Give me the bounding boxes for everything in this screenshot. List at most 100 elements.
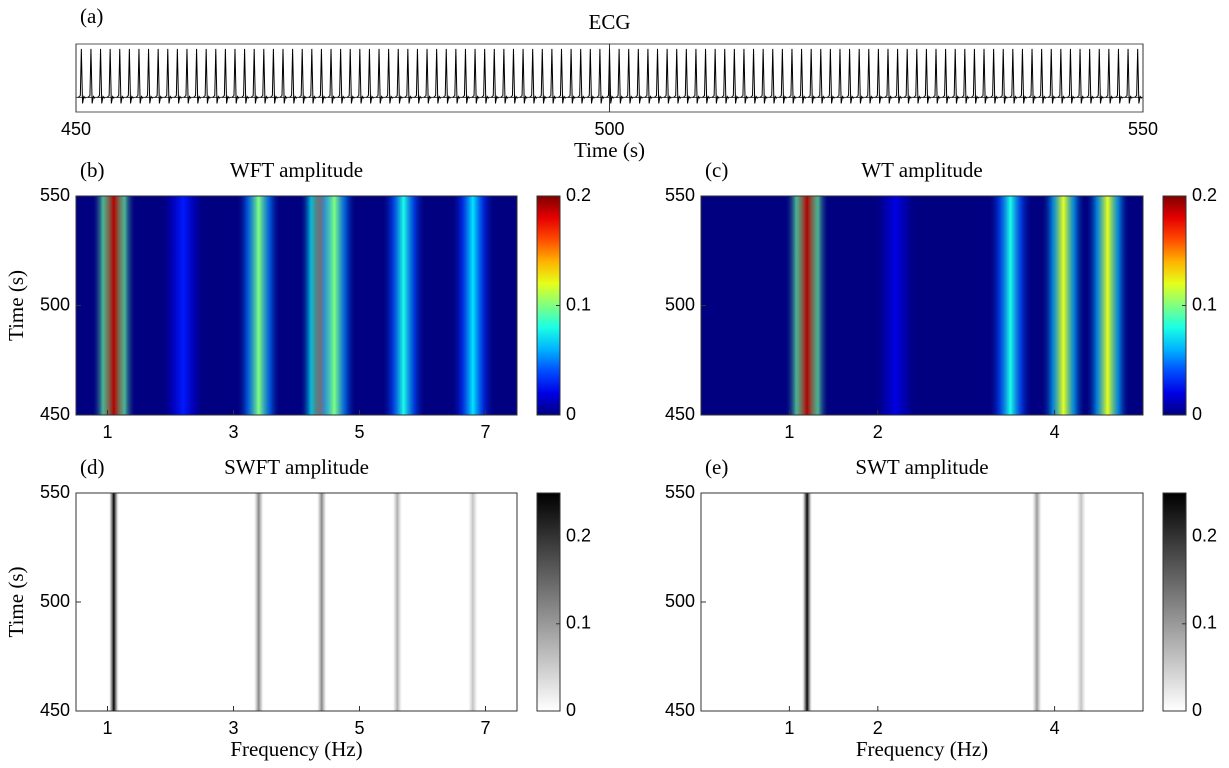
ecg-beat <box>1019 48 1027 104</box>
ecg-beat <box>1076 48 1085 104</box>
ecg-beat <box>1095 48 1104 104</box>
y-axis-label: Time (s) <box>4 270 28 341</box>
y-tick-label: 450 <box>40 404 70 424</box>
ecg-beat <box>1115 48 1123 104</box>
chart-title: SWFT amplitude <box>224 455 369 479</box>
ecg-beat <box>1134 48 1143 104</box>
ecg-beat <box>519 48 528 104</box>
ecg-beat <box>855 48 864 104</box>
ecg-beat <box>1124 48 1133 104</box>
chart-title: SWT amplitude <box>855 455 988 479</box>
y-tick-label: 500 <box>40 294 70 314</box>
chart-title: WT amplitude <box>861 158 983 182</box>
y-tick-label: 450 <box>40 700 70 720</box>
chart-title: ECG <box>589 10 631 34</box>
ecg-beat <box>404 48 413 104</box>
x-tick-label: 1 <box>102 718 112 738</box>
x-tick-label: 3 <box>228 422 238 442</box>
ecg-beat <box>356 48 365 104</box>
ecg-beat <box>702 48 710 104</box>
ecg-beat <box>596 48 605 104</box>
ecg-beat <box>241 48 249 104</box>
y-tick-label: 550 <box>665 185 695 205</box>
ecg-beat <box>174 48 182 104</box>
ecg-beat <box>298 48 307 104</box>
colorbar-tick-label: 0 <box>566 404 576 424</box>
ecg-beat <box>942 48 951 104</box>
ecg-beat <box>87 48 96 104</box>
x-tick-label: 3 <box>228 718 238 738</box>
colorbar-tick-label: 0.2 <box>1192 525 1217 545</box>
ecg-beat <box>769 48 778 104</box>
ridge <box>450 196 495 415</box>
ecg-beat <box>548 48 557 104</box>
ecg-beat <box>125 48 134 104</box>
x-tick-label: 7 <box>480 718 490 738</box>
colorbar-tick-label: 0 <box>566 700 576 720</box>
x-tick-label: 5 <box>354 422 364 442</box>
ecg-beat <box>279 48 288 104</box>
colorbar-tick-label: 0.2 <box>566 525 591 545</box>
ridge <box>253 493 264 711</box>
ridge <box>108 493 120 711</box>
ecg-beat <box>193 48 201 104</box>
ecg-beat <box>346 48 355 104</box>
ecg-beat <box>337 48 346 104</box>
ecg-beat <box>529 48 538 104</box>
colorbar-tick-label: 0.1 <box>1192 613 1217 633</box>
panel-label: (c) <box>705 158 728 182</box>
ecg-beat <box>951 48 960 104</box>
ecg-beat <box>692 48 701 104</box>
ecg-beat <box>289 48 298 104</box>
x-tick-label: 4 <box>1050 422 1060 442</box>
ecg-beat <box>625 48 634 104</box>
ridge <box>316 493 327 711</box>
ridge <box>1085 196 1130 415</box>
x-tick-label: 4 <box>1050 718 1060 738</box>
ecg-beat <box>154 48 163 104</box>
ecg-beat <box>490 48 499 104</box>
ecg-beat <box>394 48 403 104</box>
colorbar-tick-label: 0 <box>1192 404 1202 424</box>
ecg-beat <box>183 48 192 104</box>
x-axis-label: Frequency (Hz) <box>230 737 362 761</box>
ecg-beat <box>1057 48 1066 104</box>
ecg-beat <box>673 48 682 104</box>
ecg-beat <box>366 48 374 104</box>
ecg-beat <box>202 48 211 104</box>
ecg-beat <box>615 48 624 104</box>
ecg-beat <box>827 48 835 104</box>
colorbar <box>536 492 561 712</box>
ecg-beat <box>586 48 595 104</box>
ecg-beat <box>212 48 221 104</box>
ecg-beat <box>711 48 720 104</box>
ecg-beat <box>77 48 86 104</box>
ridge <box>312 196 357 415</box>
y-tick-label: 450 <box>665 700 695 720</box>
ecg-beat <box>961 48 970 104</box>
colorbar-tick-label: 0.2 <box>1192 185 1217 205</box>
x-tick-label: 7 <box>480 422 490 442</box>
ecg-beat <box>385 48 394 104</box>
colorbar-tick-label: 0 <box>1192 700 1202 720</box>
ecg-beat <box>116 48 125 104</box>
ecg-beat <box>567 48 576 104</box>
ecg-beat <box>423 48 432 104</box>
ecg-beat <box>510 48 518 104</box>
ecg-beat <box>990 48 999 104</box>
ecg-beat <box>721 48 730 104</box>
panel-label: (e) <box>705 455 728 479</box>
ecg-beat <box>903 48 912 104</box>
ecg-beat <box>318 48 326 104</box>
ecg-beat <box>654 48 662 104</box>
ecg-beat <box>97 48 105 104</box>
ecg-beat <box>375 48 384 104</box>
y-tick-label: 500 <box>665 591 695 611</box>
ridge <box>801 493 813 711</box>
panel-label: (d) <box>80 455 105 479</box>
colorbar-tick-label: 0.1 <box>566 613 591 633</box>
ecg-beat <box>558 48 566 104</box>
ecg-beat <box>481 48 490 104</box>
ecg-beat <box>884 48 893 104</box>
heatmap-background <box>701 493 1143 711</box>
